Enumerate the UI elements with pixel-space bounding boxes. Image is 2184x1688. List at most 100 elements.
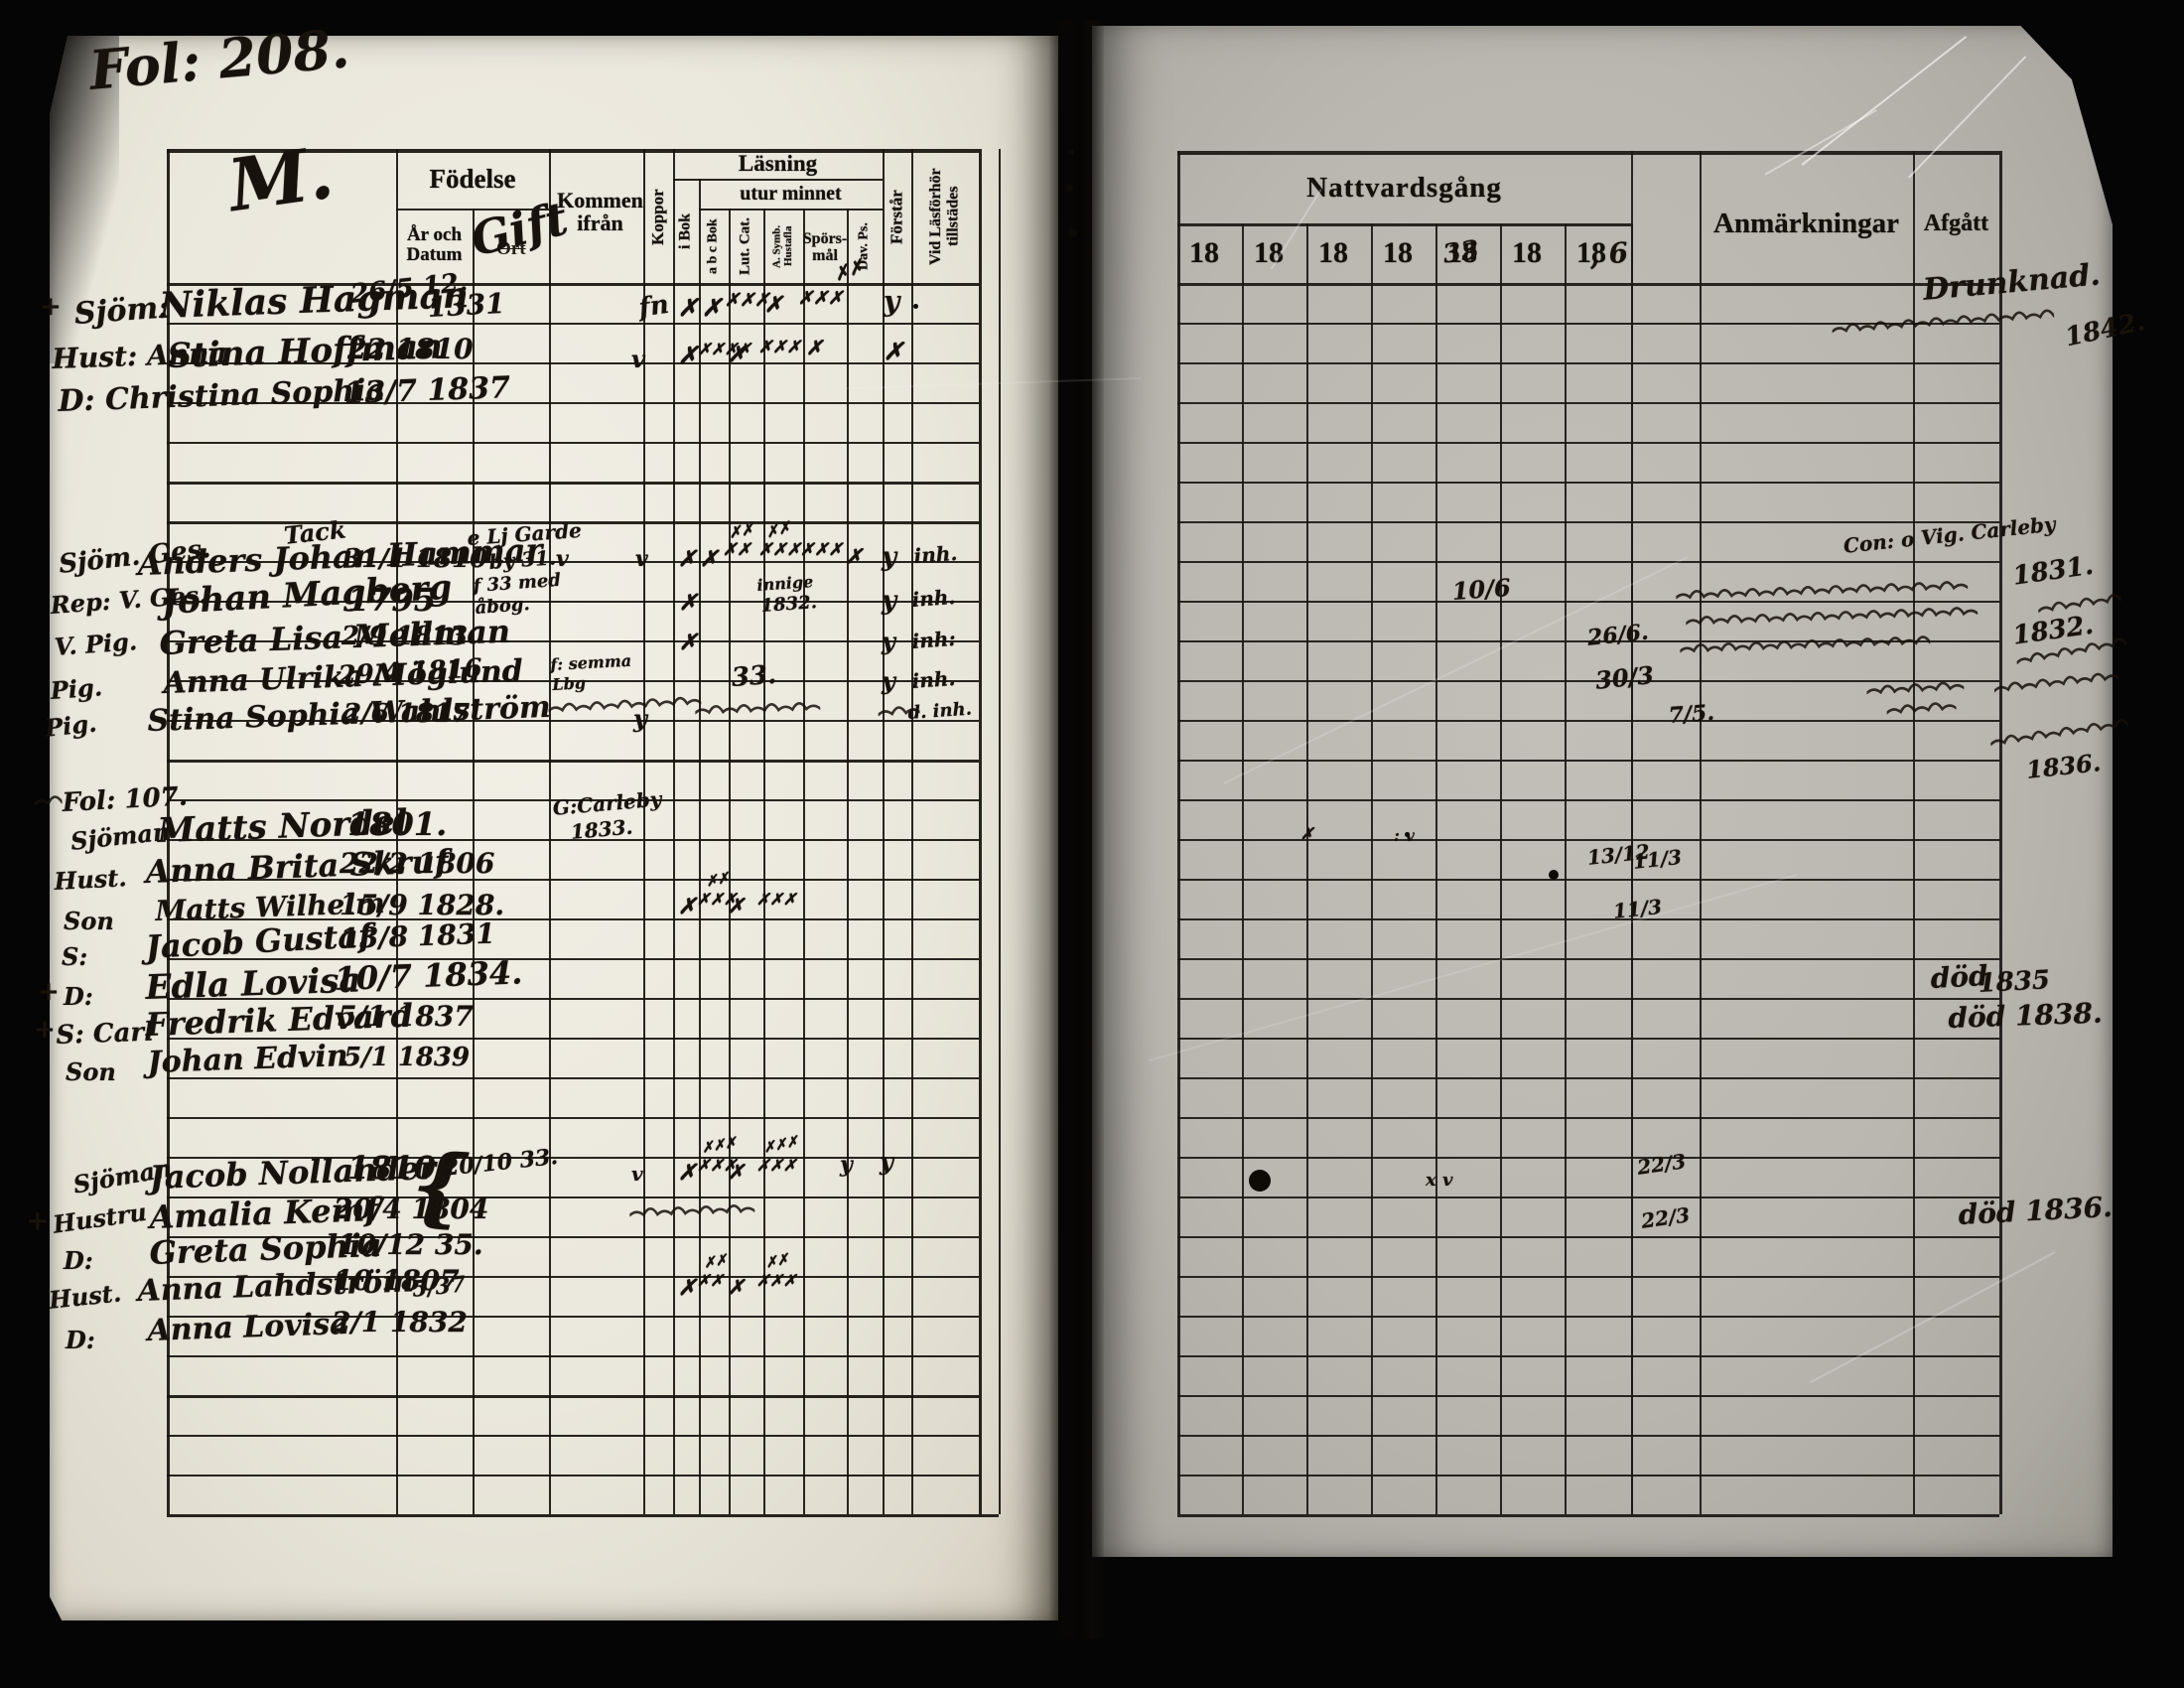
left-col-line-10 — [883, 149, 885, 1514]
handwriting-text: v — [631, 345, 645, 373]
right-row-line — [1177, 1475, 1999, 1477]
handwriting-text: ✗✗✗ — [756, 890, 797, 909]
handwriting-text: y — [882, 627, 895, 655]
handwriting-text: 10/7 1834. — [333, 953, 523, 998]
handwriting-text: e Lj Garde — [466, 517, 583, 550]
handwriting-text: v — [556, 546, 569, 572]
header-fodelse: Födelse — [429, 163, 516, 194]
header-utur-minnet: utur minnet — [740, 182, 842, 205]
handwriting-text: 1832. — [759, 592, 818, 617]
handwriting-text: död 1838. — [1947, 996, 2104, 1035]
handwriting-text: y — [884, 285, 900, 318]
handwriting-text: 11/3 — [1631, 844, 1684, 874]
handwriting-scribble — [1831, 306, 2056, 343]
utur-minnet-underline — [699, 209, 883, 211]
handwriting-text: inh. — [910, 665, 957, 693]
handwriting-text: ✗✗✗ — [756, 1271, 797, 1290]
header-lasning: Läsning — [738, 150, 818, 176]
handwriting-scribble — [1989, 716, 2130, 756]
right-row-line — [1177, 760, 1999, 762]
left-col-line-7 — [763, 209, 765, 1514]
book-gutter — [1048, 20, 1104, 1638]
year-cell-5: 18 — [1512, 236, 1542, 270]
right-ledger-page — [1092, 26, 2113, 1557]
left-row-line — [167, 1395, 979, 1398]
left-table-top-border — [167, 149, 979, 153]
handwriting-text: fn — [636, 289, 671, 324]
handwriting-text: 7/5. — [1667, 699, 1715, 729]
left-col-line-3 — [643, 149, 645, 1514]
handwriting-text: ✗ — [702, 293, 723, 322]
left-row-line — [167, 879, 979, 881]
handwriting-text: 33 — [1440, 234, 1481, 270]
handwriting-text: ✗ — [679, 630, 698, 655]
handwriting-text: inh. — [910, 584, 957, 612]
handwriting-text: y — [633, 704, 647, 733]
right-row-line — [1177, 998, 1999, 1000]
handwriting-text: 22/3 — [1635, 1149, 1688, 1180]
handwriting-text: ✗✗✗ — [758, 540, 801, 560]
right-table-right-border — [1999, 151, 2002, 1514]
right-row-line — [1177, 1395, 1999, 1397]
handwriting-scribble — [1685, 604, 1979, 634]
right-row-line — [1177, 720, 1999, 722]
handwriting-text: 5/1 1839 — [343, 1043, 471, 1072]
header-ar-och-datum: År och Datum — [406, 224, 463, 265]
right-row-line — [1177, 640, 1999, 642]
handwriting-text: 13/7 1837 — [342, 370, 511, 411]
handwriting-scribble — [547, 693, 703, 722]
year-cell-2: 18 — [1318, 236, 1348, 270]
left-row-line — [167, 402, 979, 404]
year-col-line-0 — [1242, 223, 1244, 1514]
handwriting-text: Pig. — [43, 708, 98, 743]
handwriting-text: ✗✗✗✗ — [698, 340, 751, 358]
header-vid-lasforhor: Vid Läsförhör tillstädes — [926, 168, 962, 265]
ink-blot — [913, 304, 918, 309]
handwriting-text: 20/4 1804 — [334, 1193, 489, 1225]
ink-blot — [1068, 228, 1077, 237]
left-row-line — [167, 1475, 979, 1477]
handwriting-text: 1331 — [426, 286, 506, 324]
handwriting-text: Fol: 208. — [86, 16, 352, 102]
handwriting-text: ✗ — [764, 292, 783, 318]
handwriting-text: Hust. — [53, 863, 128, 896]
right-table-left-border — [1177, 151, 1180, 1514]
left-row-line — [167, 1435, 979, 1437]
left-col-line-0 — [396, 149, 398, 1514]
left-col-line-6 — [729, 209, 731, 1514]
handwriting-text: ✗✗✗ — [798, 288, 844, 309]
handwriting-text: Drunknad. — [1921, 257, 2103, 308]
scan-scratch — [1764, 109, 1877, 176]
left-row-line — [167, 998, 979, 1000]
handwriting-scribble — [1992, 668, 2120, 702]
handwriting-text: ✗ — [678, 341, 699, 369]
left-col-line-1 — [473, 209, 475, 1514]
handwriting-text: D: — [64, 1246, 93, 1275]
handwriting-text: 1801. — [347, 805, 448, 843]
year-col-line-1 — [1306, 223, 1308, 1514]
handwriting-text: Hustru — [51, 1196, 149, 1239]
handwriting-text: 22/3 — [1639, 1202, 1692, 1233]
left-row-line — [167, 958, 979, 960]
header-ort-crossed-out: Ort — [496, 238, 526, 259]
handwriting-text: + — [40, 292, 62, 322]
right-row-line — [1177, 1316, 1999, 1318]
handwriting-scribble — [33, 792, 64, 815]
ink-blot — [1066, 185, 1073, 192]
handwriting-text: Con: o Vig. Carleby — [1842, 511, 2057, 558]
left-row-line — [167, 640, 979, 642]
right-row-line — [1177, 561, 1999, 563]
handwriting-text: Johan Edvin — [146, 1038, 349, 1080]
handwriting-text: S: — [62, 942, 88, 971]
year-cell-6: 18 — [1576, 236, 1606, 270]
right-row-line — [1177, 958, 1999, 960]
handwriting-text: 22/2 1806 — [340, 847, 495, 880]
handwriting-text: ✗ — [728, 894, 745, 917]
left-table-header-bottom — [167, 283, 979, 286]
handwriting-text: ✗✗ — [727, 519, 755, 542]
handwriting-text: ✗✗ — [702, 1251, 729, 1272]
left-row-line — [167, 918, 979, 920]
header-anmarkningar: Anmärkningar — [1713, 207, 1899, 239]
handwriting-text: ✗ — [884, 337, 904, 365]
right-table-bottom-border — [1177, 1514, 1999, 1517]
